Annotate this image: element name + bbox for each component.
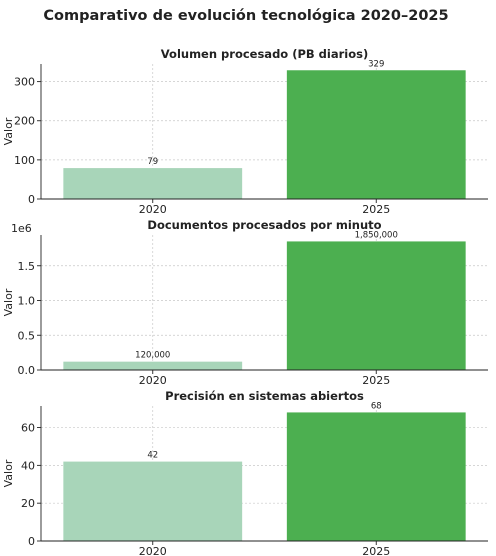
bar-2025 — [286, 412, 466, 541]
y-tick-label: 1.0 — [18, 295, 36, 308]
y-tick-label: 1.5 — [18, 260, 36, 273]
bar-2025 — [286, 70, 466, 200]
x-tick-label: 2020 — [139, 374, 167, 387]
chart-panels: Volumen procesado (PB diarios) 79 329 0 100 2… — [2, 47, 488, 556]
x-tick-label: 2020 — [139, 545, 167, 556]
y-tick-label: 0.0 — [18, 364, 36, 377]
panel-title: Precisión en sistemas abiertos — [165, 389, 364, 403]
y-offset-label: 1e6 — [11, 222, 32, 235]
bar-value-label: 329 — [368, 59, 384, 69]
panel-title: Documentos procesados por minuto — [147, 218, 381, 232]
bar-2020 — [63, 461, 243, 541]
y-tick-label: 100 — [14, 154, 35, 167]
y-tick-label: 300 — [14, 76, 35, 89]
x-tick-label: 2025 — [362, 374, 390, 387]
x-tick-label: 2025 — [362, 545, 390, 556]
chart-panel-3: Precisión en sistemas abiertos 42 68 0 20 40 6… — [2, 389, 488, 556]
y-tick-label: 40 — [21, 459, 35, 472]
bar-value-label: 68 — [371, 401, 382, 411]
y-axis-label: Valor — [2, 288, 15, 316]
x-tick-label: 2025 — [362, 203, 390, 216]
bar-2020 — [63, 168, 243, 199]
bar-value-label: 79 — [147, 157, 158, 167]
y-tick-label: 20 — [21, 497, 35, 510]
y-axis-label: Valor — [2, 459, 15, 487]
y-tick-label: 200 — [14, 115, 35, 128]
bar-value-label: 1,850,000 — [355, 230, 398, 240]
y-axis-label: Valor — [2, 117, 15, 145]
bar-2020 — [63, 361, 243, 370]
y-tick-label: 0 — [28, 193, 35, 206]
bar-2025 — [286, 241, 466, 370]
bar-value-label: 120,000 — [135, 351, 170, 361]
chart-panel-1: Volumen procesado (PB diarios) 79 329 0 100 2… — [2, 47, 488, 216]
bar-value-label: 42 — [147, 451, 158, 461]
chart-panel-2: Documentos procesados por minuto 120,000 1… — [2, 218, 488, 387]
figure-title: Comparativo de evolución tecnológica 202… — [43, 8, 448, 24]
y-tick-label: 0.5 — [18, 329, 36, 342]
x-tick-label: 2020 — [139, 203, 167, 216]
y-tick-label: 60 — [21, 422, 35, 435]
y-tick-label: 0 — [28, 535, 35, 548]
panel-title: Volumen procesado (PB diarios) — [161, 47, 368, 61]
